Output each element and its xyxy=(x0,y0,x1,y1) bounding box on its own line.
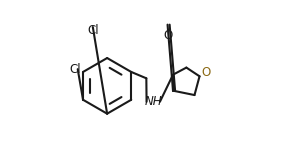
Text: O: O xyxy=(163,29,172,42)
Text: NH: NH xyxy=(144,95,162,108)
Text: O: O xyxy=(201,66,210,79)
Text: Cl: Cl xyxy=(87,24,99,37)
Text: Cl: Cl xyxy=(69,63,81,76)
